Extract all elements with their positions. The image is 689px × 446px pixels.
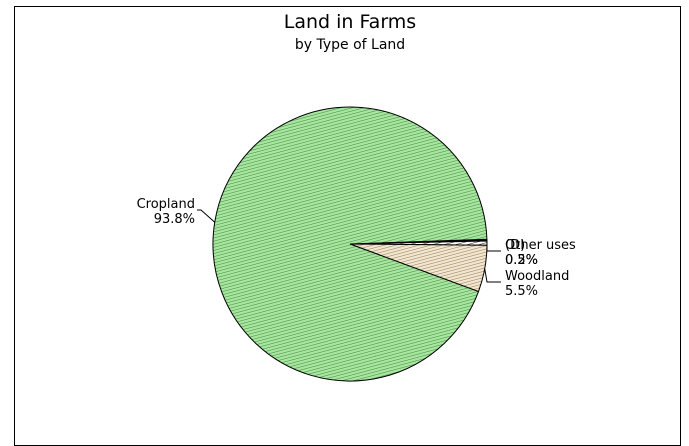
pie-chart: Land in Farms by Type of Land (D)0.2%Oth… bbox=[137, 11, 576, 382]
slice-value-other-uses: 0.5% bbox=[505, 253, 538, 268]
slice-label-other-uses: Other uses bbox=[505, 238, 576, 253]
leader-line-d bbox=[486, 240, 501, 252]
leader-line-other-uses bbox=[486, 243, 501, 252]
slice-value-woodland: 5.5% bbox=[505, 284, 538, 299]
chart-title: Land in Farms bbox=[284, 11, 416, 33]
leader-line-cropland bbox=[197, 209, 216, 223]
slice-label-cropland: Cropland bbox=[137, 197, 195, 212]
leader-line-woodland bbox=[484, 268, 501, 283]
chart-subtitle: by Type of Land bbox=[295, 37, 405, 53]
slice-value-d: 0.2% bbox=[505, 253, 538, 268]
slice-label-woodland: Woodland bbox=[505, 269, 569, 284]
slice-label-d: (D) bbox=[505, 238, 525, 253]
slice-value-cropland: 93.8% bbox=[154, 212, 195, 227]
pie-slice-cropland bbox=[212, 106, 488, 382]
